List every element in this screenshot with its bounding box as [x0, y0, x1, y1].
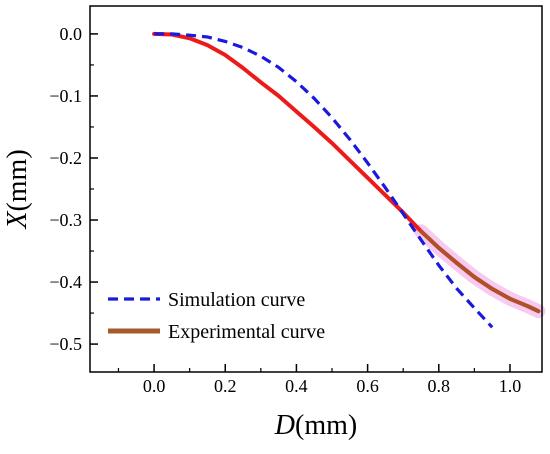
series-layer	[152, 31, 546, 329]
simulation-curve-line	[154, 32, 494, 329]
y-axis-title: X(mm)	[2, 149, 33, 229]
legend-label-experimental: Experimental curve	[168, 321, 325, 343]
y-tick-label: −0.3	[49, 210, 82, 230]
x-tick-label: 0.8	[428, 376, 451, 396]
plot-frame	[89, 5, 543, 373]
y-tick-label: 0.0	[60, 24, 83, 44]
y-tick-label: −0.1	[49, 86, 82, 106]
legend-label-simulation: Simulation curve	[168, 289, 305, 311]
y-tick-label: −0.5	[49, 334, 82, 354]
x-axis-title: D(mm)	[274, 410, 357, 441]
y-tick-label: −0.4	[49, 272, 82, 292]
x-tick-label: 0.6	[356, 376, 379, 396]
experimental-curve-overlap	[419, 229, 541, 314]
y-tick-label: −0.2	[49, 148, 82, 168]
ticks-layer: 0.0 0.2 0.4 0.6 0.8 1.0 0.0 −0.1 −0.2 −0.3 −0.4 −0.…	[49, 24, 521, 396]
experimental-curve-highlight	[414, 224, 546, 319]
legend: Simulation curve Experimental curve	[108, 289, 325, 343]
x-tick-label: 1.0	[499, 376, 522, 396]
y-axis-title-unit: (mm)	[2, 149, 33, 211]
x-axis-title-symbol: D	[274, 410, 295, 441]
y-axis-title-symbol: X	[2, 211, 33, 230]
experimental-curve-line	[152, 31, 541, 314]
x-tick-label: 0.0	[143, 376, 166, 396]
x-tick-label: 0.2	[214, 376, 237, 396]
x-tick-label: 0.4	[285, 376, 308, 396]
x-axis-title-unit: (mm)	[295, 410, 357, 441]
